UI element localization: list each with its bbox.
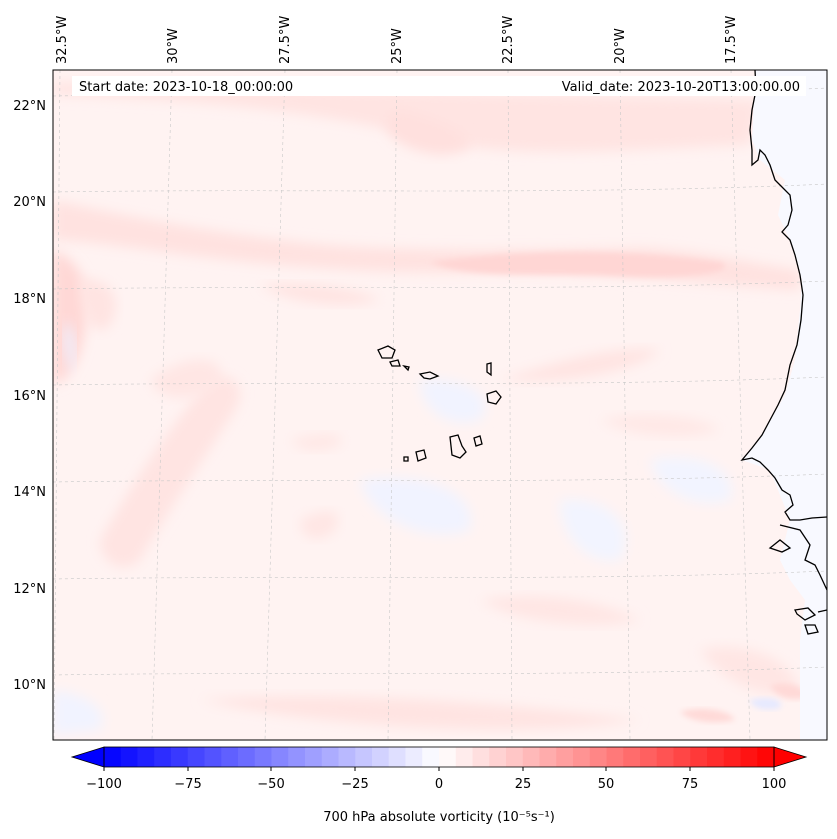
cape-verde-islands	[377, 345, 502, 462]
lat-label: 10°N	[13, 678, 46, 693]
vorticity-shading	[53, 70, 827, 740]
colorbar-cell	[388, 747, 407, 767]
colorbar-cell	[422, 747, 440, 767]
lat-label: 16°N	[13, 389, 46, 404]
colorbar-cell	[288, 747, 306, 767]
colorbar-cell	[606, 747, 624, 767]
longitude-labels: 32.5°W 30°W 27.5°W 25°W 22.5°W 20°W 17.5…	[55, 16, 739, 64]
colorbar-tick-label: −100	[86, 777, 122, 792]
colorbar-cell	[104, 747, 122, 767]
colorbar-cell	[372, 747, 390, 767]
colorbar-cell	[171, 747, 189, 767]
colorbar-tick-label: −50	[257, 777, 284, 792]
colorbar-cell	[556, 747, 574, 767]
colorbar-cell	[640, 747, 658, 767]
colorbar-cell	[673, 747, 691, 767]
lat-label: 12°N	[13, 582, 46, 597]
colorbar-cells	[104, 747, 775, 767]
colorbar-extend-min	[70, 746, 105, 768]
colorbar-cell	[522, 747, 541, 767]
colorbar-cell	[757, 747, 775, 767]
colorbar-cell	[305, 747, 323, 767]
lon-label: 27.5°W	[278, 16, 293, 64]
colorbar-cell	[439, 747, 457, 767]
map-panel: Start date: 2023-10-18_00:00:00 Valid_da…	[53, 70, 827, 740]
lon-label: 22.5°W	[501, 16, 516, 64]
lon-label: 25°W	[390, 28, 405, 64]
lat-label: 20°N	[13, 195, 46, 210]
lat-label: 14°N	[13, 485, 46, 500]
lon-label: 30°W	[166, 28, 181, 64]
lon-label: 17.5°W	[724, 16, 739, 64]
colorbar-tick-label: −75	[174, 777, 201, 792]
colorbar-cell	[740, 747, 758, 767]
colorbar-cell	[656, 747, 675, 767]
colorbar-cell	[204, 747, 222, 767]
colorbar-tick-label: 100	[762, 777, 787, 792]
colorbar-tick-label: 75	[682, 777, 699, 792]
colorbar-tick-label: 25	[515, 777, 532, 792]
colorbar-cell	[254, 747, 273, 767]
colorbar-extend-max	[773, 746, 808, 768]
lat-label: 22°N	[13, 99, 46, 114]
colorbar-tick-label: 50	[598, 777, 615, 792]
map-frame	[52, 69, 828, 741]
colorbar-cell	[338, 747, 356, 767]
colorbar-cell	[472, 747, 490, 767]
colorbar-label: 700 hPa absolute vorticity (10⁻⁵s⁻¹)	[323, 810, 555, 825]
colorbar-cell	[321, 747, 340, 767]
colorbar-cell	[623, 747, 641, 767]
colorbar-ticks: −100 −75 −50 −25 0 25 50 75 100	[86, 767, 786, 792]
coastline	[740, 70, 827, 635]
lon-label: 20°W	[613, 28, 628, 64]
colorbar-cell	[455, 747, 474, 767]
colorbar-cell	[187, 747, 206, 767]
valid-date-label: Valid_date: 2023-10-20T13:00:00.00	[562, 80, 800, 95]
colorbar-cell	[120, 747, 139, 767]
colorbar-cell	[271, 747, 289, 767]
colorbar-cell	[539, 747, 557, 767]
colorbar-cell	[405, 747, 423, 767]
lon-label: 32.5°W	[55, 16, 70, 64]
colorbar-cell	[707, 747, 725, 767]
colorbar-cell	[137, 747, 155, 767]
lat-label: 18°N	[13, 292, 46, 307]
colorbar-cell	[154, 747, 172, 767]
colorbar-cell	[238, 747, 256, 767]
latitude-labels: 22°N 20°N 18°N 16°N 14°N 12°N 10°N	[13, 99, 46, 693]
colorbar-cell	[723, 747, 742, 767]
colorbar: −100 −75 −50 −25 0 25 50 75 100 700 hPa …	[70, 746, 808, 825]
colorbar-tick-label: 0	[435, 777, 443, 792]
colorbar-cell	[573, 747, 591, 767]
colorbar-cell	[589, 747, 608, 767]
colorbar-cell	[506, 747, 524, 767]
start-date-label: Start date: 2023-10-18_00:00:00	[79, 80, 293, 95]
colorbar-cell	[489, 747, 507, 767]
date-label-background	[72, 76, 806, 96]
colorbar-tick-label: −25	[341, 777, 368, 792]
colorbar-cell	[355, 747, 373, 767]
colorbar-cell	[221, 747, 239, 767]
colorbar-cell	[690, 747, 708, 767]
